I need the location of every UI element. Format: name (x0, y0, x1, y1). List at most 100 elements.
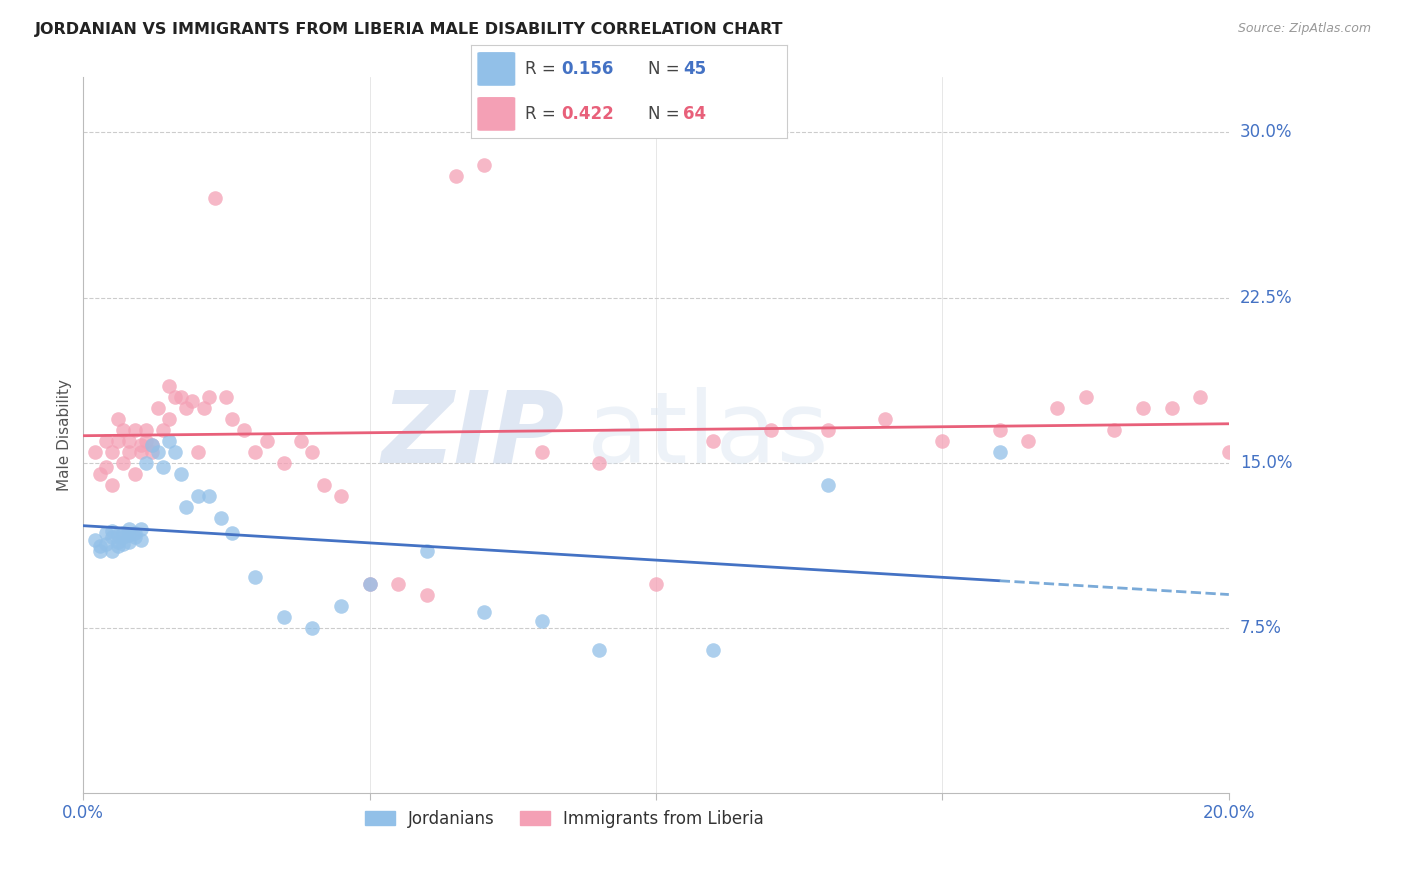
Point (221, 411, 243, 425)
Point (181, 393, 204, 408)
Point (817, 423, 839, 437)
Point (301, 444, 323, 458)
Point (209, 510, 232, 524)
Point (1189, 390, 1212, 404)
Text: 0.422: 0.422 (561, 105, 614, 123)
Point (530, 444, 553, 458)
Point (176, 401, 198, 415)
Point (124, 423, 146, 437)
Point (1160, 401, 1182, 415)
Text: 30.0%: 30.0% (1240, 123, 1292, 142)
Text: 45: 45 (683, 60, 706, 78)
Point (157, 378, 180, 392)
Point (89, 543, 111, 558)
Text: JORDANIAN VS IMMIGRANTS FROM LIBERIA MALE DISABILITY CORRELATION CHART: JORDANIAN VS IMMIGRANTS FROM LIBERIA MAL… (35, 22, 783, 37)
Text: N =: N = (648, 105, 685, 123)
Text: R =: R = (524, 105, 561, 123)
Point (301, 621, 323, 635)
Point (359, 576, 381, 591)
Point (1046, 401, 1069, 415)
Point (118, 444, 141, 458)
Point (232, 423, 254, 437)
Legend: Jordanians, Immigrants from Liberia: Jordanians, Immigrants from Liberia (359, 803, 770, 834)
Text: atlas: atlas (588, 386, 830, 483)
FancyBboxPatch shape (478, 97, 516, 131)
Point (1017, 434, 1039, 448)
Point (118, 534, 141, 549)
Point (273, 456, 295, 470)
Point (89, 539, 111, 553)
Point (1074, 390, 1097, 404)
Point (112, 423, 135, 437)
Point (416, 543, 439, 558)
Point (931, 434, 953, 448)
Point (152, 459, 174, 474)
Point (359, 576, 381, 591)
Y-axis label: Male Disability: Male Disability (58, 379, 72, 491)
Point (1132, 401, 1154, 415)
Point (215, 390, 238, 404)
Point (988, 423, 1011, 437)
Point (588, 456, 610, 470)
Text: ZIP: ZIP (381, 386, 564, 483)
Point (187, 489, 209, 503)
Point (588, 642, 610, 657)
Point (988, 444, 1011, 458)
Point (1218, 444, 1240, 458)
Point (330, 489, 353, 503)
Point (163, 390, 186, 404)
Point (169, 390, 191, 404)
Point (256, 434, 278, 448)
Point (141, 438, 163, 452)
Point (96, 459, 118, 474)
Point (118, 528, 141, 542)
Point (243, 444, 266, 458)
Point (645, 576, 668, 591)
Point (112, 530, 135, 544)
Point (702, 434, 724, 448)
Point (204, 192, 226, 206)
Point (198, 390, 221, 404)
Point (243, 570, 266, 584)
Text: Source: ZipAtlas.com: Source: ZipAtlas.com (1237, 22, 1371, 36)
Point (124, 526, 146, 541)
Point (157, 411, 180, 425)
Point (107, 539, 129, 553)
Point (135, 456, 157, 470)
Text: 0.156: 0.156 (561, 60, 613, 78)
Point (135, 434, 157, 448)
Point (290, 434, 312, 448)
Point (702, 642, 724, 657)
Point (101, 530, 124, 544)
Point (146, 444, 169, 458)
Text: 15.0%: 15.0% (1240, 453, 1292, 472)
Point (472, 605, 495, 619)
Point (1104, 423, 1126, 437)
Point (83, 533, 105, 547)
Point (112, 537, 135, 551)
Point (472, 159, 495, 173)
Point (96, 537, 118, 551)
Point (176, 500, 198, 514)
Text: N =: N = (648, 60, 685, 78)
Text: R =: R = (524, 60, 561, 78)
Point (129, 533, 152, 547)
Point (330, 599, 353, 613)
Point (221, 526, 243, 541)
Point (152, 423, 174, 437)
Point (312, 477, 335, 491)
Point (101, 444, 124, 458)
FancyBboxPatch shape (478, 52, 516, 86)
Point (141, 444, 163, 458)
Point (124, 467, 146, 481)
Text: 22.5%: 22.5% (1240, 288, 1292, 307)
Point (118, 522, 141, 536)
Point (129, 438, 152, 452)
Point (135, 423, 157, 437)
Point (157, 434, 180, 448)
Point (129, 522, 152, 536)
Point (146, 401, 169, 415)
Text: 64: 64 (683, 105, 706, 123)
Point (89, 467, 111, 481)
Point (96, 434, 118, 448)
